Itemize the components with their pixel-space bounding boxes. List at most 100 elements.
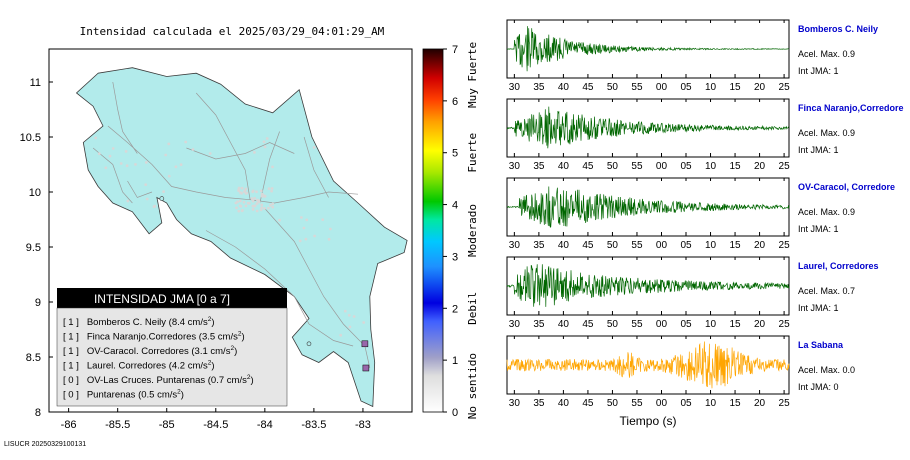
city-dot [261, 193, 265, 197]
city-dot [184, 140, 188, 144]
legend-item-close: ) [181, 390, 184, 401]
map-y-tick-label: 10.5 [20, 132, 41, 144]
city-dot [251, 199, 255, 203]
city-dot [347, 313, 351, 317]
waveform-x-tick-label: 25 [779, 82, 791, 93]
waveform-accel: Acel. Max. 0.7 [798, 286, 855, 296]
city-dot [243, 190, 246, 194]
waveform-x-tick-label: 55 [631, 82, 643, 93]
waveform-x-tick-label: 00 [656, 398, 668, 409]
city-dot [312, 146, 316, 149]
waveform-station-name: Bomberos C. Neily [798, 24, 878, 34]
city-dot [300, 216, 303, 219]
city-dot [271, 202, 275, 206]
waveform-x-tick-label: 05 [680, 240, 692, 251]
waveform-jma: Int JMA: 0 [798, 382, 839, 392]
legend-item: [ 1 ] Bomberos C. Neily (8.4 cm/s2) [63, 316, 215, 328]
road [186, 142, 295, 160]
station-marker [361, 340, 369, 348]
waveform-x-tick-label: 00 [656, 319, 668, 330]
city-dot [108, 154, 112, 158]
waveform-trace [506, 341, 790, 389]
waveform-x-tick-label: 20 [754, 398, 766, 409]
city-dot [267, 187, 271, 191]
legend-item-jma: [ 1 ] [63, 332, 79, 343]
legend-item-sup: 2 [208, 360, 212, 367]
waveform-x-tick-label: 30 [509, 82, 521, 93]
waveform-x-tick-label: 55 [631, 398, 643, 409]
map-x-tick-label: -83 [355, 419, 371, 431]
city-dot [179, 163, 183, 167]
legend-item-jma: [ 1 ] [63, 361, 79, 372]
city-dot [263, 207, 266, 210]
legend-item-sup: 2 [247, 374, 251, 381]
legend-item-text: OV-Las Cruces. Puntarenas (0.7 cm/s [87, 375, 247, 386]
legend-items: [ 1 ] Bomberos C. Neily (8.4 cm/s2)[ 1 ] F… [63, 316, 254, 401]
island [159, 196, 165, 201]
waveform-jma: Int JMA: 1 [798, 145, 839, 155]
waveform-x-tick-label: 50 [607, 161, 619, 172]
waveform-x-tick-label: 30 [509, 398, 521, 409]
waveform-x-tick-label: 50 [607, 82, 619, 93]
legend-item-text: OV-Caracol. Corredores (3.1 cm/s [87, 346, 231, 357]
waveform-x-tick-label: 00 [656, 240, 668, 251]
map-y-tick-label: 11 [30, 77, 41, 89]
road [127, 180, 153, 198]
city-dot [271, 205, 275, 209]
city-dot [257, 199, 260, 202]
city-dot [238, 199, 242, 203]
legend-item-close: ) [241, 332, 244, 343]
legend-item-text: Laurel. Corredores (4.2 cm/s [87, 361, 208, 372]
waveform-x-tick-label: 05 [680, 319, 692, 330]
waveform-x-tick-label: 40 [558, 161, 570, 172]
city-dot [263, 145, 267, 149]
city-dot [167, 174, 171, 178]
waveform-x-tick-label: 55 [631, 161, 643, 172]
waveform-x-tick-label: 40 [558, 240, 570, 251]
city-dot [167, 142, 171, 146]
waveform-x-tick-label: 05 [680, 161, 692, 172]
waveform-x-tick-label: 20 [754, 82, 766, 93]
legend-item-text: Bomberos C. Neily (8.4 cm/s [87, 317, 208, 328]
city-dot [144, 161, 148, 164]
legend-item-jma: [ 0 ] [63, 390, 79, 401]
city-dot [174, 165, 178, 169]
city-dots [94, 136, 366, 337]
time-axis-label: Tiempo (s) [620, 414, 677, 428]
waveform-x-tick-label: 20 [754, 240, 766, 251]
map-x-tick-label: -84 [257, 419, 273, 431]
waveform-trace [506, 186, 790, 228]
waveform-station-name: La Sabana [798, 340, 844, 350]
legend-item-sup: 2 [177, 389, 181, 396]
city-dot [271, 165, 274, 169]
waveform-x-tick-label: 10 [705, 240, 717, 251]
colorbar-tick-label: 2 [452, 303, 458, 315]
waveform-panel: 30 35 40 45 50 55 00 05 10 15 20 25 La Sabana Acel. M… [506, 335, 855, 409]
legend-item-close: ) [211, 317, 214, 328]
waveform-x-tick-label: 15 [729, 82, 741, 93]
city-dot [145, 197, 149, 201]
waveform-x-tick-label: 35 [533, 319, 545, 330]
map-y-tick-label: 8 [35, 407, 41, 419]
waveform-jma: Int JMA: 1 [798, 224, 839, 234]
costa-rica-outline [75, 67, 408, 408]
city-dot [144, 183, 148, 187]
colorbar-ticks: 0 1 2 3 4 5 6 7 [443, 44, 458, 419]
waveform-panels: 30 35 40 45 50 55 00 05 10 15 20 25 Bomberos C. Neil… [506, 19, 904, 409]
city-dot [270, 189, 273, 193]
waveform-accel: Acel. Max. 0.9 [798, 49, 855, 59]
waveform-trace [506, 264, 790, 307]
waveform-accel: Acel. Max. 0.9 [798, 128, 855, 138]
city-dot [352, 315, 356, 318]
city-dot [126, 199, 130, 203]
colorbar-tick-label: 3 [452, 251, 458, 263]
city-dot [253, 151, 256, 154]
road [303, 136, 329, 198]
map-y-tick-label: 9.5 [26, 242, 41, 254]
city-dot [348, 325, 352, 329]
legend-item-close: ) [211, 361, 214, 372]
legend-item-jma: [ 1 ] [63, 317, 79, 328]
legend-item: [ 1 ] Laurel. Corredores (4.2 cm/s2) [63, 360, 215, 372]
city-dot [237, 186, 241, 190]
waveform-x-tick-label: 25 [779, 161, 791, 172]
